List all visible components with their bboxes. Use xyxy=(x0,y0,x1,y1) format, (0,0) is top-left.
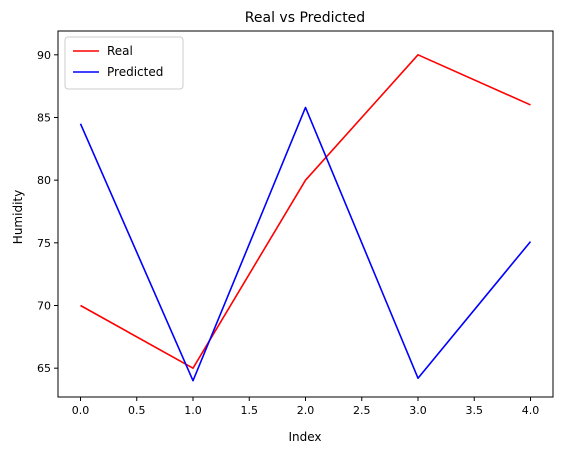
series-line-real xyxy=(80,54,531,369)
series-layer xyxy=(79,54,532,382)
legend-label-real: Real xyxy=(107,44,133,58)
legend-box xyxy=(64,36,184,90)
legend-label-predicted: Predicted xyxy=(107,65,163,79)
legend: Real Predicted xyxy=(64,36,184,90)
y-tick-label: 80 xyxy=(37,174,51,187)
series-line-predicted xyxy=(79,106,532,382)
y-axis: 65 70 75 80 85 90 xyxy=(37,49,58,375)
x-tick-label: 4.0 xyxy=(522,404,540,417)
chart-title: Real vs Predicted xyxy=(245,10,365,26)
x-tick-label: 0.0 xyxy=(72,404,90,417)
y-tick-label: 70 xyxy=(37,300,51,313)
x-tick-label: 3.0 xyxy=(409,404,427,417)
x-tick-label: 2.0 xyxy=(297,404,315,417)
y-tick-label: 65 xyxy=(37,362,51,375)
x-tick-label: 3.5 xyxy=(466,404,484,417)
x-tick-label: 2.5 xyxy=(353,404,371,417)
y-axis-label: Humidity xyxy=(11,190,25,244)
y-tick-label: 85 xyxy=(37,111,51,124)
x-tick-label: 1.0 xyxy=(184,404,202,417)
y-tick-label: 75 xyxy=(37,237,51,250)
x-axis-label: Index xyxy=(288,430,321,444)
x-tick-label: 0.5 xyxy=(128,404,146,417)
x-tick-label: 1.5 xyxy=(241,404,259,417)
y-tick-label: 90 xyxy=(37,49,51,62)
x-axis: 0.0 0.5 1.0 1.5 2.0 2.5 3.0 3.5 4.0 xyxy=(72,397,540,417)
